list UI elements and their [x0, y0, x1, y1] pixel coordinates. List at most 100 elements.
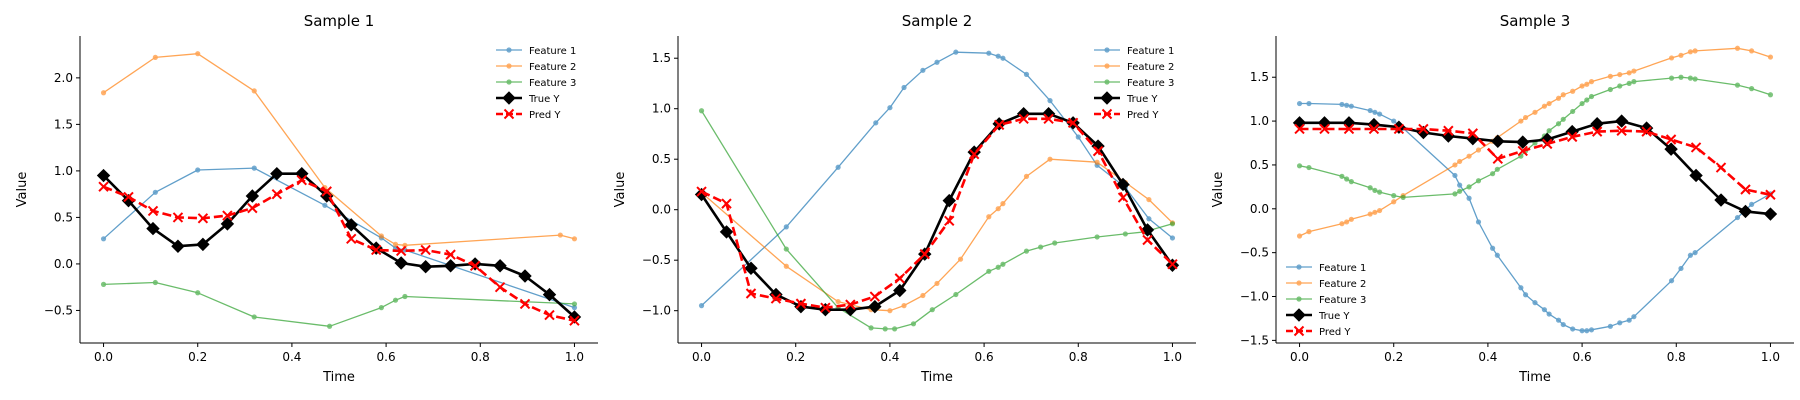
data-point	[1692, 250, 1698, 256]
data-point	[1678, 52, 1684, 58]
data-point	[1457, 188, 1463, 194]
data-point	[1038, 244, 1044, 250]
data-point	[1344, 219, 1350, 225]
x-tick-label: 0.4	[880, 350, 899, 364]
data-point	[1631, 314, 1637, 320]
data-point	[1467, 128, 1479, 139]
legend-swatch-marker	[1293, 325, 1305, 337]
data-point	[1169, 235, 1176, 241]
data-point	[882, 326, 888, 332]
legend-label: Pred Y	[1319, 327, 1351, 338]
data-point	[1738, 204, 1753, 219]
series-line-feature2	[701, 158, 1173, 312]
data-point	[1546, 311, 1552, 317]
data-point	[1584, 97, 1590, 103]
data-point	[296, 174, 308, 186]
data-point	[942, 193, 956, 208]
data-point	[1146, 216, 1152, 222]
data-point	[443, 259, 458, 273]
data-point	[1665, 134, 1677, 145]
x-tick-label: 0.6	[377, 350, 396, 364]
data-point	[986, 214, 992, 220]
data-point	[1292, 116, 1307, 130]
series-feature1	[1296, 100, 1774, 334]
data-point	[271, 188, 283, 200]
legend-swatch-marker	[503, 108, 515, 120]
chart-title: Sample 2	[902, 12, 973, 30]
data-point	[1532, 300, 1538, 306]
data-point	[571, 301, 578, 307]
y-tick-label: 1.5	[54, 117, 73, 131]
data-point	[719, 225, 734, 239]
data-point	[1348, 179, 1354, 185]
data-point	[1641, 126, 1652, 137]
data-point	[172, 212, 184, 223]
data-point	[893, 283, 907, 298]
series-pred_y	[1294, 123, 1776, 200]
data-point	[220, 217, 235, 231]
data-point	[1319, 123, 1330, 135]
data-point	[195, 290, 201, 296]
data-point	[247, 202, 258, 214]
data-point	[1734, 45, 1741, 51]
data-point	[873, 120, 879, 126]
chart-panel-3: Sample 3 0.0 0.2 0.4 0.6 0.8 1.0 −1.5 −1.0 −0.5 0.…	[1211, 12, 1794, 385]
data-point	[1692, 48, 1698, 54]
data-point	[98, 181, 109, 192]
data-point	[1631, 79, 1637, 85]
legend-label: Feature 3	[529, 78, 576, 89]
data-point	[1306, 229, 1312, 235]
y-tick-label: −0.5	[1240, 246, 1269, 260]
data-point	[1542, 138, 1553, 150]
data-point	[1522, 292, 1529, 298]
data-point	[1517, 145, 1528, 157]
data-point	[418, 260, 433, 274]
legend-swatch-marker	[506, 63, 512, 69]
data-point	[519, 298, 531, 310]
data-point	[152, 189, 158, 195]
data-point	[795, 298, 807, 309]
data-point	[1339, 173, 1345, 179]
data-point	[995, 206, 1001, 212]
y-tick-label: 0.5	[54, 210, 73, 224]
data-point	[571, 236, 578, 242]
series-feature3	[100, 279, 578, 329]
data-point	[1000, 201, 1006, 207]
data-point	[1296, 163, 1303, 169]
x-axis-label: Time	[920, 370, 953, 385]
legend-item-feature3	[1286, 296, 1312, 302]
data-point	[1000, 55, 1006, 61]
data-point	[1570, 88, 1576, 94]
data-point	[1541, 103, 1548, 109]
data-point	[1690, 142, 1702, 153]
data-point	[96, 168, 111, 183]
data-point	[1490, 171, 1496, 177]
y-tick-label: 0.5	[652, 152, 671, 166]
data-point	[1715, 162, 1727, 173]
x-tick-label: 0.6	[975, 350, 994, 364]
legend-swatch-marker	[1104, 79, 1110, 85]
data-point	[1591, 126, 1603, 137]
data-point	[100, 236, 107, 242]
series-line-feature2	[103, 53, 575, 246]
data-point	[493, 259, 507, 273]
data-point	[1023, 71, 1030, 77]
data-point	[251, 88, 257, 94]
data-point	[1555, 121, 1562, 127]
data-point	[1367, 117, 1381, 132]
series-feature3	[698, 108, 1176, 332]
data-point	[919, 248, 930, 260]
data-point	[1494, 166, 1500, 172]
data-point	[378, 305, 384, 311]
data-point	[1765, 189, 1776, 200]
data-point	[1466, 195, 1472, 201]
data-point	[1617, 320, 1623, 326]
data-point	[1518, 285, 1524, 291]
y-tick-label: 1.5	[652, 51, 671, 65]
legend-swatch-marker	[1296, 296, 1302, 302]
data-point	[1443, 125, 1454, 136]
data-point	[1342, 116, 1356, 130]
legend-item-feature1	[1094, 47, 1120, 53]
data-point	[394, 256, 408, 270]
data-point	[1566, 131, 1578, 143]
